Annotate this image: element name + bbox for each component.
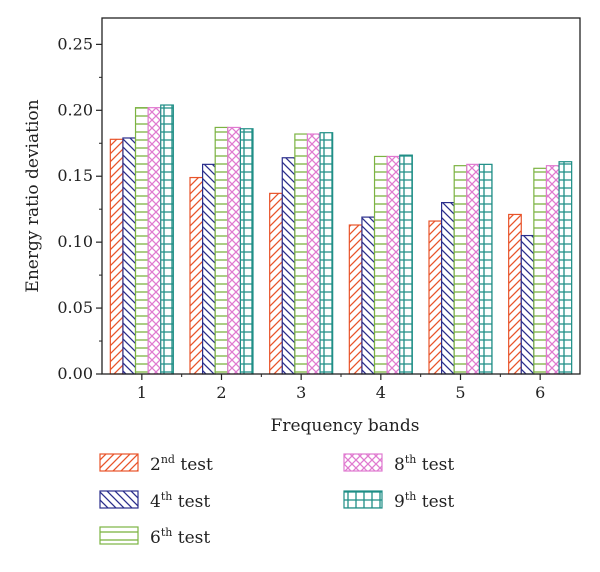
y-axis-title: Energy ratio deviation [23,99,43,292]
bar-9th-test-band-6 [558,161,573,375]
bar-8th-test-band-6 [545,165,560,375]
bar-6th-test-band-4 [373,155,388,375]
x-axis-title: Frequency bands [271,416,420,436]
x-tick-label: 1 [137,383,147,402]
bar-2nd-test-band-4 [348,224,363,375]
bars-layer [109,104,573,375]
legend-label: 4th test [150,490,210,512]
bar-4th-test-band-1 [122,137,137,375]
bar-4th-test-band-3 [281,157,296,375]
bar-8th-test-band-5 [466,163,480,375]
axes-layer: 0.00 0.05 0.10 0.15 0.20 0.25 1 2 3 4 5 6 [57,17,581,402]
legend-item-8th-test: 8th test [343,453,454,475]
legend-swatch [343,453,383,472]
x-tick-label: 5 [455,383,465,402]
bar-6th-test-band-6 [533,167,548,375]
bar-6th-test-band-2 [214,126,229,375]
bar-8th-test-band-4 [386,155,401,375]
legend-item-9th-test: 9th test [343,490,454,512]
x-tick-label: 3 [296,383,306,402]
bar-8th-test-band-3 [306,133,321,375]
legend-swatch [99,453,139,472]
bar-6th-test-band-1 [134,107,149,375]
bar-4th-test-band-4 [361,216,376,375]
bar-8th-test-band-2 [227,126,242,375]
legend-label: 2nd test [150,453,213,475]
bar-8th-test-band-1 [147,107,162,375]
x-tick-label: 6 [535,383,545,402]
legend-swatch [99,526,139,545]
legend-label: 8th test [394,453,454,475]
bar-2nd-test-band-2 [189,176,204,375]
legend-label: 6th test [150,526,210,548]
x-tick-label: 2 [216,383,226,402]
bar-2nd-test-band-3 [269,192,283,375]
y-tick-label: 0.00 [57,364,93,383]
y-tick-label: 0.15 [57,166,93,185]
y-tick-label: 0.20 [57,100,93,119]
bar-6th-test-band-3 [294,133,309,375]
bar-2nd-test-band-1 [109,138,124,375]
y-tick-label: 0.05 [57,298,93,317]
bar-9th-test-band-1 [160,104,174,375]
y-tick-label: 0.10 [57,232,93,251]
legend-item-4th-test: 4th test [99,490,210,512]
legend-swatch [99,490,139,509]
bar-9th-test-band-4 [399,154,413,375]
bar-6th-test-band-5 [453,165,468,375]
bar-9th-test-band-5 [478,163,493,375]
legend-item-2nd-test: 2nd test [99,453,213,475]
bar-4th-test-band-5 [441,201,455,375]
legend: 2nd test 4th test 6th test 8th test 9th test [99,453,454,548]
legend-swatch [343,490,383,509]
bar-2nd-test-band-6 [508,213,522,375]
bar-2nd-test-band-5 [428,220,443,375]
legend-label: 9th test [394,490,454,512]
bar-9th-test-band-3 [319,132,334,375]
bar-4th-test-band-6 [520,234,535,375]
bar-9th-test-band-2 [239,128,254,375]
x-tick-label: 4 [376,383,386,402]
y-tick-label: 0.25 [57,34,93,53]
legend-item-6th-test: 6th test [99,526,210,548]
bar-4th-test-band-2 [202,163,216,375]
